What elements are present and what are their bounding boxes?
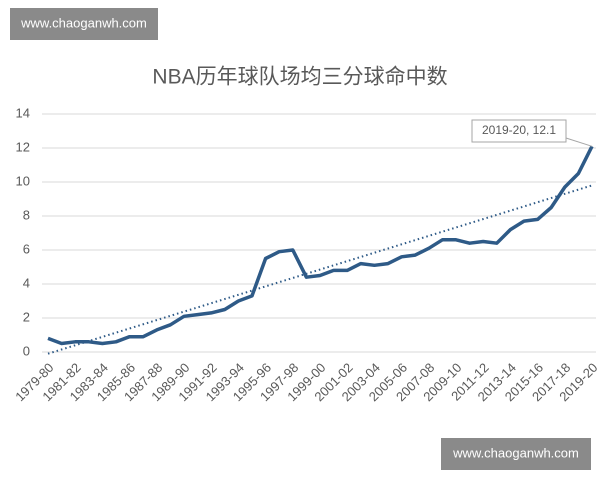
y-tick-label: 12 bbox=[16, 139, 30, 154]
watermark-box bbox=[10, 8, 158, 40]
y-tick-label: 10 bbox=[16, 173, 30, 188]
chart-title: NBA历年球队场均三分球命中数 bbox=[152, 66, 447, 89]
watermark: www.chaoganwh.com bbox=[452, 445, 579, 460]
annotation-box bbox=[471, 119, 567, 143]
y-tick-label: 2 bbox=[23, 309, 30, 324]
watermark: www.chaoganwh.com bbox=[20, 15, 147, 30]
annotation: 2019-20, 12.1 bbox=[482, 123, 556, 137]
y-tick-label: 8 bbox=[23, 207, 30, 222]
y-tick-label: 14 bbox=[16, 105, 30, 120]
y-tick-label: 6 bbox=[23, 241, 30, 256]
trend-line bbox=[47, 184, 593, 355]
watermark-box bbox=[441, 438, 591, 470]
annotation-leader bbox=[565, 137, 593, 147]
y-tick-label: 4 bbox=[23, 275, 30, 290]
data-line bbox=[47, 145, 594, 346]
y-tick-label: 0 bbox=[23, 343, 30, 358]
